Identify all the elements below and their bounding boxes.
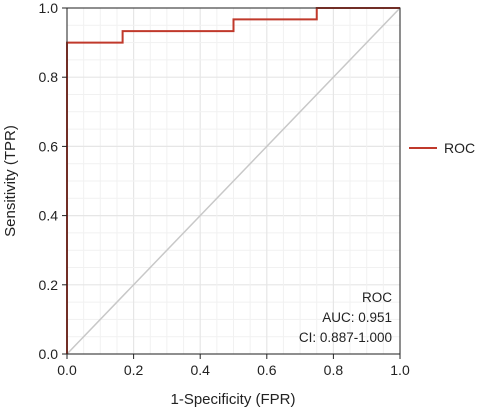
x-tick-label: 0.6 — [257, 362, 277, 378]
y-tick-label: 1.0 — [39, 0, 59, 16]
annotation-line-1: ROC — [362, 290, 392, 305]
annotation-line-3: CI: 0.887-1.000 — [299, 330, 392, 345]
y-tick-label: 0.2 — [39, 277, 59, 293]
y-tick-label: 0.8 — [39, 69, 59, 85]
x-axis-title: 1-Specificity (FPR) — [170, 391, 295, 408]
annotation-line-2: AUC: 0.951 — [322, 310, 392, 325]
y-tick-label: 0.4 — [39, 208, 59, 224]
y-tick-label: 0.6 — [39, 138, 59, 154]
reference-diagonal — [66, 7, 401, 355]
roc-curve — [66, 7, 400, 354]
legend: ROC — [409, 140, 475, 156]
legend-label: ROC — [444, 140, 475, 156]
y-tick-label: 0.0 — [39, 346, 59, 362]
plot-frame — [66, 7, 401, 355]
grid — [66, 7, 401, 355]
x-axis-ticks: 0.0 0.2 0.4 0.6 0.8 1.0 — [57, 354, 410, 378]
x-tick-label: 0.0 — [57, 362, 77, 378]
x-tick-label: 0.4 — [190, 362, 210, 378]
y-axis-title: Sensitivity (TPR) — [2, 125, 19, 237]
x-tick-label: 1.0 — [390, 362, 410, 378]
y-axis-ticks: 0.0 0.2 0.4 0.6 0.8 1.0 — [39, 0, 67, 362]
x-tick-label: 0.2 — [124, 362, 144, 378]
x-tick-label: 0.8 — [324, 362, 344, 378]
auc-annotation: ROC AUC: 0.951 CI: 0.887-1.000 — [299, 290, 392, 345]
